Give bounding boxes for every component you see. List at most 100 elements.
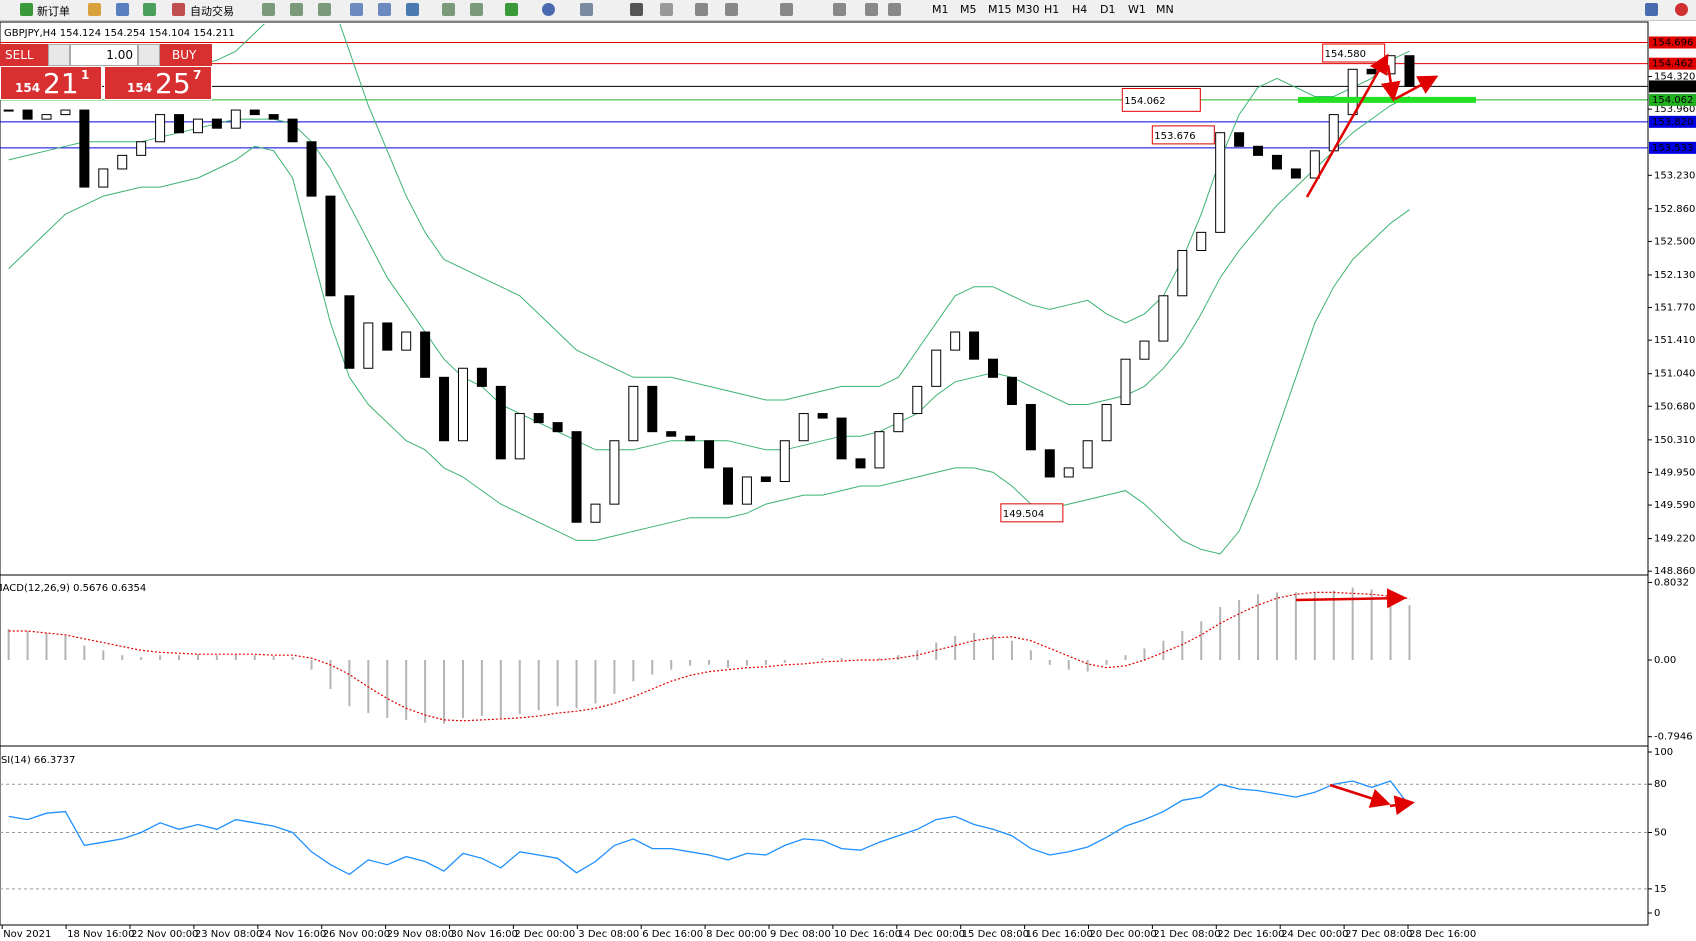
x-tick-label: 22 Dec 16:00 — [1217, 929, 1284, 940]
candle — [1082, 440, 1093, 469]
candle — [779, 440, 790, 482]
bollinger-lower — [8, 145, 1410, 555]
timeframe-button[interactable]: H4 — [1072, 3, 1088, 16]
price-annotation: 154.062 — [1124, 96, 1165, 107]
periods[interactable] — [542, 3, 555, 16]
draw-tool[interactable] — [888, 3, 901, 16]
buy-button[interactable]: BUY — [160, 44, 212, 66]
level-label: 154.696 — [1652, 37, 1693, 48]
cursor[interactable] — [630, 3, 643, 16]
bollinger-upper — [8, 24, 1410, 401]
x-tick-label: 22 Nov 00:00 — [131, 929, 198, 940]
volume-up[interactable] — [138, 44, 160, 66]
tool-icon[interactable] — [262, 3, 275, 16]
chart-title: GBPJPY,H4 154.124 154.254 154.104 154.21… — [4, 28, 235, 39]
candle — [1290, 168, 1301, 179]
x-tick-label: 2 Dec 00:00 — [514, 929, 575, 940]
tool-icon[interactable] — [143, 3, 156, 16]
candle — [874, 431, 885, 469]
draw-tool[interactable] — [695, 3, 708, 16]
timeframe-button[interactable]: W1 — [1128, 3, 1146, 16]
level-label: 153.533 — [1652, 143, 1693, 154]
zoom-out[interactable] — [378, 3, 391, 16]
indicators[interactable] — [505, 3, 518, 16]
crosshair[interactable] — [660, 3, 673, 16]
arrow — [1394, 75, 1439, 101]
macd-signal — [8, 591, 1410, 722]
one-click-trading: SELL 1.00 BUY 154 21 1 154 25 7 — [0, 44, 212, 100]
candle — [1177, 249, 1188, 297]
level-tag — [1649, 115, 1696, 128]
templates[interactable] — [580, 3, 593, 16]
price-annotation-box — [1151, 125, 1215, 145]
new-order-button[interactable]: 新订单 — [37, 5, 70, 18]
sell-price[interactable]: 154 21 1 — [0, 66, 102, 100]
candle — [514, 413, 525, 460]
level-label: 153.820 — [1652, 117, 1693, 128]
candle — [1139, 340, 1150, 360]
x-tick-label: 29 Nov 08:00 — [387, 929, 454, 940]
volume-down[interactable] — [48, 44, 70, 66]
candle — [249, 109, 260, 116]
timeframe-button[interactable]: M1 — [932, 3, 949, 16]
timeframe-button[interactable]: H1 — [1044, 3, 1060, 16]
candle — [1025, 403, 1036, 451]
candle — [1271, 154, 1282, 170]
price-point: 7 — [193, 68, 202, 82]
tool-icon[interactable] — [88, 3, 101, 16]
price-annotation-box — [1121, 88, 1201, 112]
timeframe-button[interactable]: M15 — [988, 3, 1012, 16]
candle — [836, 417, 847, 460]
new-order-icon[interactable] — [20, 3, 33, 16]
draw-tool[interactable] — [725, 3, 738, 16]
candle — [685, 435, 696, 442]
candle — [1385, 55, 1396, 75]
candle — [495, 385, 506, 460]
timeframe-button[interactable]: D1 — [1100, 3, 1116, 16]
candle — [79, 109, 90, 188]
timeframe-button[interactable]: MN — [1156, 3, 1174, 16]
price-annotation: 149.504 — [1003, 509, 1044, 520]
draw-tool[interactable] — [780, 3, 793, 16]
candle — [325, 195, 336, 297]
candle — [1101, 403, 1112, 442]
tool-icon[interactable] — [116, 3, 129, 16]
volume-input[interactable]: 1.00 — [70, 44, 138, 66]
timeframe-button[interactable]: M5 — [960, 3, 977, 16]
candle — [533, 413, 544, 424]
candle — [798, 413, 809, 442]
x-tick-label: 23 Nov 08:00 — [195, 929, 262, 940]
draw-tool[interactable] — [833, 3, 846, 16]
candle — [950, 331, 961, 351]
candle — [174, 114, 185, 134]
candle — [1328, 114, 1339, 152]
candle — [969, 331, 980, 360]
tool-icon[interactable] — [318, 3, 331, 16]
x-tick-label: 15 Dec 08:00 — [962, 929, 1029, 940]
tool-icon[interactable] — [470, 3, 483, 16]
level-label: 154.062 — [1652, 95, 1693, 106]
candle — [136, 141, 147, 156]
candle — [1044, 449, 1055, 478]
auto-trading-button[interactable]: 自动交易 — [190, 5, 234, 18]
candle — [760, 476, 771, 483]
buy-price[interactable]: 154 25 7 — [104, 66, 212, 100]
candle — [912, 385, 923, 415]
sell-button[interactable]: SELL — [0, 44, 48, 66]
zoom-in[interactable] — [350, 3, 363, 16]
candle — [401, 331, 412, 351]
y-tick-label: -0.7946 — [1654, 732, 1693, 743]
auto-trading-icon[interactable] — [172, 3, 185, 16]
tile[interactable] — [406, 3, 419, 16]
search[interactable] — [1645, 3, 1658, 16]
candle — [609, 440, 620, 505]
timeframe-button[interactable]: M30 — [1016, 3, 1040, 16]
candle — [155, 114, 166, 143]
alerts[interactable] — [1675, 3, 1688, 16]
y-tick-label: 50 — [1654, 828, 1667, 839]
tool-icon[interactable] — [442, 3, 455, 16]
candle — [590, 503, 601, 523]
tool-icon[interactable] — [290, 3, 303, 16]
draw-tool[interactable] — [865, 3, 878, 16]
level-tag — [1649, 80, 1696, 93]
